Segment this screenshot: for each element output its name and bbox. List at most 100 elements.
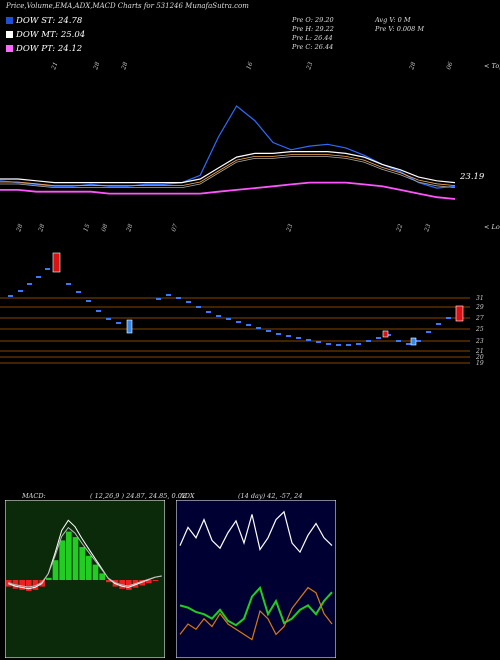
swing-dot bbox=[27, 283, 32, 285]
swing-dot bbox=[266, 330, 271, 332]
swing-dot bbox=[416, 340, 421, 342]
stat-avg-volume: Avg V: 0 M bbox=[375, 16, 411, 24]
signal-line bbox=[8, 526, 162, 588]
bottom-date-label: 28 bbox=[37, 223, 47, 234]
legend-dow-mt: DOW MT: 25.04 bbox=[6, 30, 85, 40]
bottom-date-label: 28 bbox=[125, 223, 135, 234]
swing-dot bbox=[386, 334, 391, 336]
y-tick-label: 27 bbox=[475, 315, 484, 322]
adx-series-adx bbox=[179, 510, 333, 554]
bottom-date-label: 23 bbox=[285, 223, 295, 234]
macd-histogram-bar bbox=[26, 580, 32, 591]
bottom-date-label: 22 bbox=[395, 223, 405, 234]
swing-dot bbox=[166, 294, 171, 296]
macd-histogram-bar bbox=[79, 547, 85, 580]
swing-dot bbox=[316, 341, 321, 343]
macd-title: MACD: bbox=[22, 492, 46, 500]
legend-label-mt: DOW MT: 25.04 bbox=[16, 30, 86, 40]
swing-dot bbox=[206, 311, 211, 313]
ema-variant-line bbox=[0, 154, 456, 187]
swing-dot bbox=[426, 331, 431, 333]
swing-dot bbox=[116, 322, 121, 324]
swing-dot bbox=[336, 344, 341, 346]
stat-pre-high: Pre H: 29.22 bbox=[292, 25, 334, 33]
swing-dot bbox=[156, 298, 161, 300]
swing-dot bbox=[446, 317, 451, 319]
swing-dot bbox=[8, 295, 13, 297]
chart-title: Price,Volume,EMA,ADX,MACD Charts for 531… bbox=[6, 2, 249, 10]
swing-dot bbox=[406, 343, 411, 345]
swing-dot bbox=[106, 318, 111, 320]
swing-dot bbox=[45, 268, 50, 270]
swing-dot bbox=[286, 335, 291, 337]
macd-histogram-bar bbox=[99, 573, 105, 580]
y-tick-label: 23 bbox=[475, 338, 484, 345]
top-date-label: 21 bbox=[50, 61, 60, 72]
macd-histogram-bar bbox=[46, 577, 52, 580]
swing-dot bbox=[436, 323, 441, 325]
top-date-label: 28 bbox=[92, 61, 102, 72]
bottom-date-label: 23 bbox=[423, 223, 433, 234]
swing-dot bbox=[296, 337, 301, 339]
swing-dot bbox=[246, 324, 251, 326]
macd-values: ( 12,26,9 ) 24.87, 24.85, 0.02 bbox=[90, 492, 187, 500]
top-date-label: 06 bbox=[445, 61, 454, 71]
y-tick-label: 19 bbox=[476, 360, 484, 367]
swing-dot bbox=[326, 343, 331, 345]
lows-label: < Lows bbox=[484, 223, 500, 231]
legend-label-st: DOW ST: 24.78 bbox=[16, 16, 83, 26]
y-tick-label: 29 bbox=[475, 304, 484, 311]
swing-dot bbox=[306, 339, 311, 341]
up-candle bbox=[455, 305, 464, 322]
swing-dot bbox=[366, 340, 371, 342]
adx-title: ADX bbox=[180, 492, 195, 500]
macd-histogram-bar bbox=[106, 580, 112, 583]
legend-swatch-mt bbox=[6, 31, 13, 38]
legend-dow-st: DOW ST: 24.78 bbox=[6, 16, 82, 26]
swing-dot bbox=[396, 340, 401, 342]
stat-pre-open: Pre O: 29.20 bbox=[292, 16, 334, 24]
top-date-label: 28 bbox=[408, 61, 418, 72]
top-date-label: 16 bbox=[245, 61, 254, 71]
swing-dot bbox=[86, 300, 91, 302]
bottom-date-label: 07 bbox=[170, 223, 179, 233]
swing-dot bbox=[176, 297, 181, 299]
stat-pre-volume: Pre V: 0.008 M bbox=[375, 25, 425, 33]
macd-histogram-bar bbox=[126, 580, 132, 590]
bottom-date-label: 08 bbox=[100, 223, 109, 233]
swing-dot bbox=[216, 315, 221, 317]
up-candle bbox=[382, 330, 389, 338]
tops-label: < Tops bbox=[484, 62, 500, 70]
swing-dot bbox=[376, 337, 381, 339]
macd-histogram-bar bbox=[72, 537, 79, 580]
adx-values: (14 day) 42, -57, 24 bbox=[238, 492, 303, 500]
macd-histogram-bar bbox=[52, 560, 59, 580]
swing-dot bbox=[196, 306, 201, 308]
legend-swatch-pt bbox=[6, 45, 13, 52]
swing-dot bbox=[76, 291, 81, 293]
swing-dot bbox=[356, 343, 361, 345]
macd-histogram-bar bbox=[86, 555, 92, 580]
swing-dot bbox=[66, 283, 71, 285]
adx-background bbox=[176, 500, 336, 658]
macd-line bbox=[8, 519, 162, 590]
macd-histogram-bar bbox=[32, 580, 39, 590]
macd-chart bbox=[5, 500, 165, 658]
series-line-dow-mt bbox=[0, 151, 456, 184]
series-line-dow-pt bbox=[0, 181, 456, 200]
macd-histogram-bar bbox=[152, 580, 159, 582]
swing-dot bbox=[186, 301, 191, 303]
y-tick-label: 25 bbox=[475, 326, 484, 333]
y-tick-label: 31 bbox=[476, 295, 484, 302]
bottom-date-label: 15 bbox=[82, 223, 91, 233]
last-price-label: 23.19 bbox=[460, 172, 485, 182]
top-date-label: 28 bbox=[120, 61, 130, 72]
swing-dot bbox=[226, 318, 231, 320]
adx-series-di bbox=[179, 585, 333, 627]
swing-dot bbox=[36, 276, 41, 278]
macd-histogram-bar bbox=[59, 540, 65, 580]
legend-swatch-st bbox=[6, 17, 13, 24]
swing-dot bbox=[18, 290, 23, 292]
y-tick-label: 21 bbox=[475, 348, 484, 355]
